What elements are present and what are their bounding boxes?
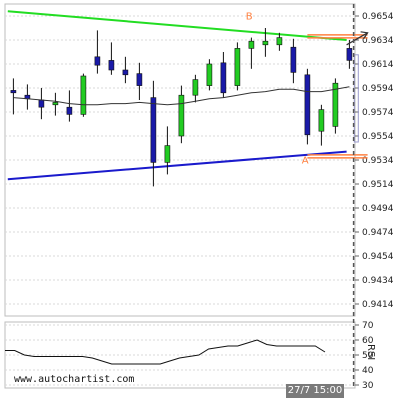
candle-body [94, 56, 101, 66]
moving-average-line [13, 86, 350, 106]
support-trendline [7, 150, 347, 181]
candle-body [122, 69, 129, 76]
candle-body [38, 99, 45, 108]
candle-body [80, 75, 87, 115]
rsi-tick-label: 40 [362, 366, 374, 376]
y-tick-label: 0.9494 [362, 204, 394, 214]
candle-body [262, 40, 269, 46]
forecast-arrow-head [360, 31, 369, 40]
candle-body [304, 74, 311, 136]
candle-body [52, 102, 59, 106]
forecast-arrow [346, 32, 368, 46]
candle-body [234, 48, 241, 86]
y-tick-label: 0.9414 [362, 300, 394, 310]
candle-body [220, 62, 227, 94]
rsi-label: RSI [365, 344, 376, 361]
y-tick-label: 0.9514 [362, 180, 394, 190]
rsi-tick-label: 30 [362, 381, 374, 391]
candle-body [248, 40, 255, 49]
candle-body [206, 63, 213, 86]
candle-body [290, 46, 297, 73]
candle-body [192, 79, 199, 96]
rsi-tick-label: 70 [362, 321, 374, 331]
y-tick-label: 0.9434 [362, 276, 394, 286]
y-tick-label: 0.9574 [362, 108, 394, 118]
candle-body [66, 106, 73, 115]
y-tick-label: 0.9634 [362, 36, 394, 46]
rsi-pane-frame [4, 321, 356, 389]
rsi-line [5, 339, 326, 365]
candle-body [164, 145, 171, 163]
candle-body [318, 109, 325, 132]
candle-body [108, 60, 115, 71]
candle-body [10, 90, 17, 94]
resistance-trendline [7, 10, 347, 41]
candle-body [276, 37, 283, 46]
y-tick-label: 0.9474 [362, 228, 394, 238]
pattern-point-label: B [246, 12, 253, 23]
candle-body [150, 97, 157, 163]
y-tick-label: 0.9534 [362, 156, 394, 166]
watermark-text: www.autochartist.com [14, 374, 135, 385]
candle-body [332, 82, 339, 127]
rsi-tick-label: 60 [362, 336, 374, 346]
y-tick-label: 0.9654 [362, 12, 394, 22]
rsi-tick-label: 50 [362, 351, 374, 361]
pattern-point-label: A [302, 156, 309, 167]
y-tick-label: 0.9554 [362, 132, 394, 142]
current-time-label: 27/7 15:00 [286, 384, 344, 398]
y-tick-label: 0.9454 [362, 252, 394, 262]
candle-body [346, 48, 353, 61]
candle-body [136, 73, 143, 86]
candle-body [178, 94, 185, 137]
y-tick-label: 0.9614 [362, 60, 394, 70]
main-pane-frame [4, 3, 356, 317]
y-tick-label: 0.9594 [362, 84, 394, 94]
